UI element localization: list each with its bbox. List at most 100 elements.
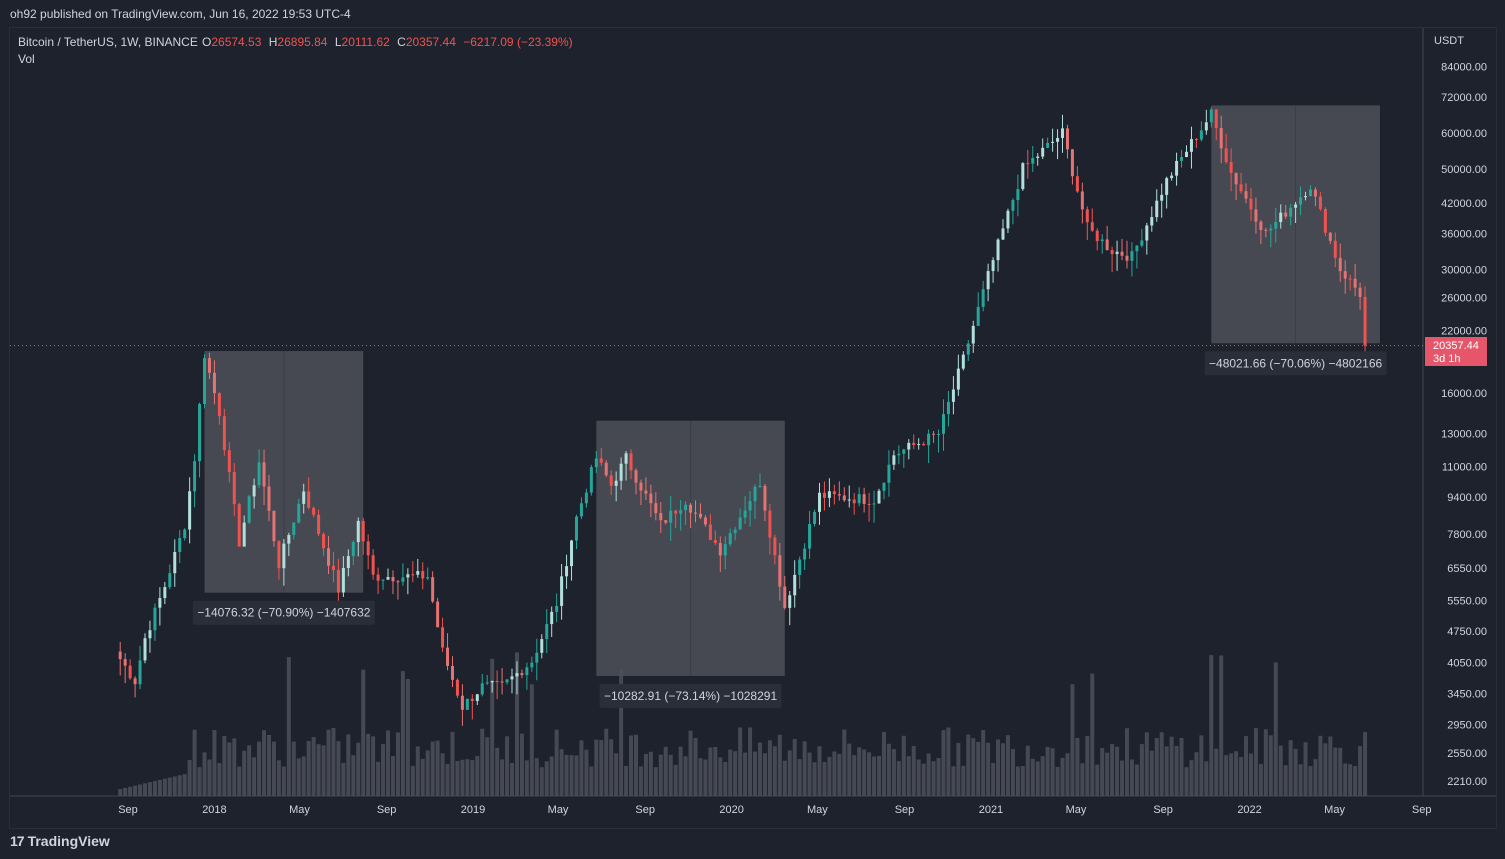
price-tick: 2550.00 (1447, 748, 1487, 760)
volume-bar (539, 767, 544, 796)
volume-bar (807, 752, 812, 796)
volume-bar (430, 741, 435, 796)
volume-bar (847, 743, 852, 796)
candle-body (173, 551, 177, 574)
candle-body (560, 576, 564, 606)
price-tick: 5550.00 (1447, 596, 1487, 608)
volume-bar (1338, 747, 1343, 796)
volume-bar (872, 756, 877, 796)
volume-bar (529, 684, 534, 796)
volume-bar (708, 747, 713, 796)
drawdown-label: −10282.91 (−73.14%) −1028291 (604, 689, 777, 703)
volume-bar (1139, 744, 1144, 796)
volume-bar (128, 786, 133, 796)
volume-bar (1025, 745, 1030, 796)
volume-bar (291, 741, 296, 796)
volume-bar (852, 755, 857, 796)
volume-bar (579, 740, 584, 796)
volume-bar (549, 756, 554, 796)
volume-bar (1234, 751, 1239, 796)
volume-bar (1005, 735, 1010, 796)
volume-bar (470, 760, 475, 796)
time-tick: 2021 (979, 804, 1003, 816)
volume-bar (594, 739, 599, 796)
candle-body (847, 499, 851, 501)
volume-bar (1000, 743, 1005, 796)
candle-body (450, 665, 454, 680)
candle-body (138, 660, 142, 685)
ohlc-l-label: L (335, 35, 342, 49)
candle-body (386, 577, 390, 580)
volume-bar (311, 737, 316, 796)
volume-bar (346, 734, 351, 796)
volume-bar (643, 753, 648, 796)
candle-body (198, 403, 202, 462)
volume-bar (435, 740, 440, 796)
volume-bar (614, 753, 619, 796)
time-tick: May (1066, 804, 1087, 816)
volume-bar (286, 657, 291, 796)
volume-bar (386, 730, 391, 796)
candle-body (153, 607, 157, 631)
volume-bar (281, 766, 286, 796)
candlestick-chart[interactable]: −14076.32 (−70.90%) −1407632 −10282.91 (−… (10, 28, 1496, 828)
volume-bar (857, 747, 862, 796)
volume-bar (638, 766, 643, 796)
candle-body (495, 681, 499, 683)
volume-bar (162, 778, 167, 796)
volume-bar (1149, 750, 1154, 796)
volume-bar (877, 755, 882, 796)
volume-bar (182, 774, 187, 796)
candle-body (932, 433, 936, 435)
volume-bar (519, 733, 524, 796)
drawdown-boxes (204, 105, 1380, 676)
volume-bar (410, 765, 415, 796)
candle-body (927, 433, 931, 446)
candle-body (733, 529, 737, 534)
volume-bar (1154, 738, 1159, 796)
volume-bar (842, 729, 847, 796)
candle-body (738, 517, 742, 530)
candle-body (1189, 139, 1193, 152)
volume-bar (817, 746, 822, 796)
candle-body (163, 587, 167, 599)
volume-bar (926, 753, 931, 796)
candle-body (698, 513, 702, 518)
tradingview-logo[interactable]: 17 TradingView (10, 833, 110, 849)
candle-body (991, 260, 995, 272)
candle-body (1090, 222, 1094, 231)
volume-bar (1318, 735, 1323, 796)
candle-body (1239, 184, 1243, 192)
candle-body (346, 556, 350, 569)
volume-bar (1159, 732, 1164, 796)
volume-bar (812, 762, 817, 796)
candle-body (1244, 191, 1248, 199)
volume-bar (356, 742, 361, 796)
volume-bar (395, 732, 400, 796)
volume-bar (1283, 765, 1288, 796)
volume-bar (1090, 673, 1095, 796)
volume-bar (1253, 728, 1258, 796)
volume-bar (777, 734, 782, 796)
candle-body (1031, 157, 1035, 164)
candle-body (917, 444, 921, 446)
brand-name: TradingView (27, 833, 110, 849)
volume-bar (574, 755, 579, 796)
candle-body (222, 416, 226, 451)
volume-bar (505, 736, 510, 796)
volume-bar (242, 750, 247, 796)
candle-body (1313, 189, 1317, 197)
volume-bar (157, 779, 162, 796)
time-tick: 2022 (1237, 804, 1261, 816)
candle-body (1110, 249, 1114, 255)
candle-body (525, 667, 529, 676)
volume-bar (1184, 767, 1189, 796)
candle-body (1051, 141, 1055, 144)
price-tick: 6550.00 (1447, 563, 1487, 575)
price-tick: 60000.00 (1441, 128, 1487, 140)
volume-bar (425, 750, 430, 796)
candle-body (158, 598, 162, 608)
candle-body (1323, 209, 1327, 233)
time-tick: 2018 (202, 804, 226, 816)
chart-frame[interactable]: −14076.32 (−70.90%) −1407632 −10282.91 (−… (9, 27, 1497, 829)
